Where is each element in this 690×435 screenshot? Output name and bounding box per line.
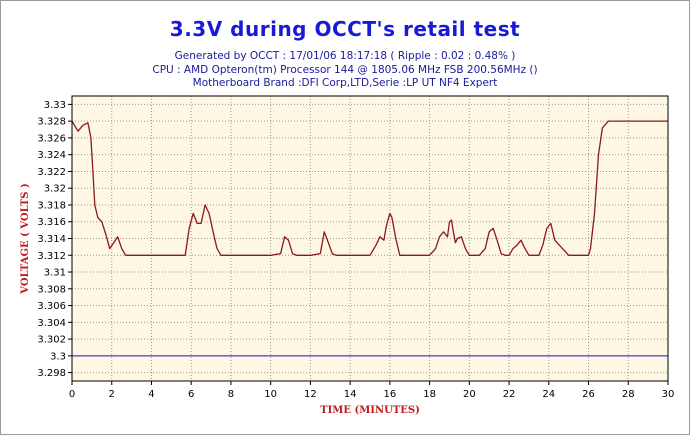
series-line-voltage [71, 120, 668, 256]
y-tick-label: 3.306 [37, 301, 66, 312]
y-tick-label: 3.308 [37, 284, 66, 295]
x-tick-label: 26 [582, 389, 595, 400]
y-tick-label: 3.3 [50, 351, 66, 362]
y-tick-label: 3.312 [37, 251, 66, 262]
y-tick-label: 3.326 [37, 133, 66, 144]
y-tick-label: 3.324 [37, 150, 66, 161]
x-tick-label: 24 [542, 389, 555, 400]
x-tick-label: 30 [662, 389, 675, 400]
x-tick-label: 0 [69, 389, 75, 400]
x-tick-label: 6 [188, 389, 194, 400]
cpu-info: CPU : AMD Opteron(tm) Processor 144 @ 18… [152, 64, 538, 76]
x-tick-labels: 0 2 4 6 8 10 12 14 16 18 20 22 24 26 28 30 [69, 389, 675, 400]
y-tick-labels: 3.33 3.328 3.326 3.324 3.322 3.32 3.318 3.316 3.… [37, 100, 66, 379]
series-group [71, 120, 668, 256]
y-tick-label: 3.32 [44, 184, 66, 195]
motherboard-info: Motherboard Brand :DFI Corp,LTD,Serie :L… [192, 77, 498, 89]
x-tick-label: 22 [503, 389, 516, 400]
plot-border [71, 95, 669, 382]
x-tick-label: 2 [109, 389, 115, 400]
y-tick-label: 3.298 [37, 368, 66, 379]
y-tick-label: 3.314 [37, 234, 66, 245]
y-tick-label: 3.328 [37, 117, 66, 128]
x-tick-label: 8 [228, 389, 234, 400]
x-tick-label: 4 [148, 389, 154, 400]
y-tick-label: 3.304 [37, 318, 66, 329]
x-tick-label: 20 [463, 389, 476, 400]
x-tick-label: 28 [622, 389, 635, 400]
x-tick-label: 18 [423, 389, 436, 400]
y-axis-label: VOLTAGE ( VOLTS ) [20, 183, 31, 294]
generated-info: Generated by OCCT : 17/01/06 18:17:18 ( … [174, 50, 516, 62]
y-tick-label: 3.316 [37, 217, 66, 228]
y-tick-label: 3.322 [37, 167, 66, 178]
x-tick-label: 16 [383, 389, 396, 400]
x-tick-label: 14 [344, 389, 357, 400]
y-tick-label: 3.318 [37, 200, 66, 211]
x-tick-label: 10 [264, 389, 277, 400]
x-tick-label: 12 [304, 389, 317, 400]
x-axis-label: TIME (MINUTES) [320, 405, 420, 416]
y-tick-label: 3.33 [44, 100, 66, 111]
y-tick-label: 3.31 [44, 268, 66, 279]
chart-title: 3.3V during OCCT's retail test [169, 17, 521, 41]
y-tick-label: 3.302 [37, 335, 66, 346]
